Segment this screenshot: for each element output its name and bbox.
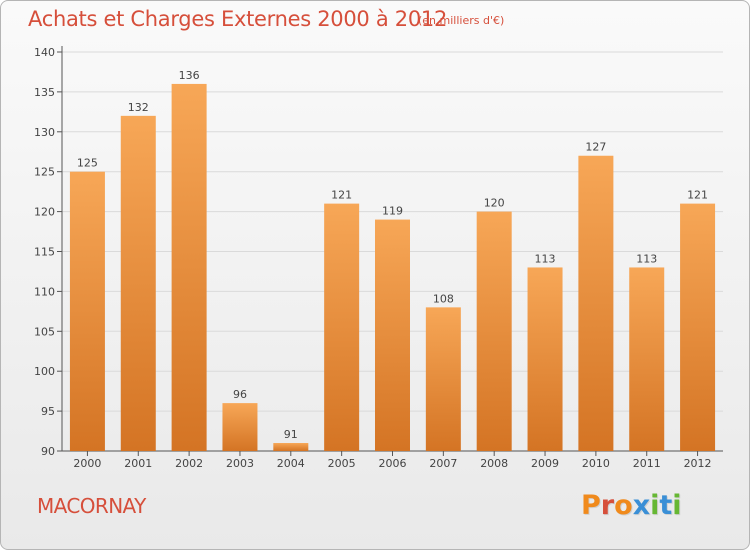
y-tick-label: 140 [34, 46, 55, 59]
y-tick-label: 135 [34, 86, 55, 99]
bar [222, 403, 258, 451]
bar [171, 83, 207, 452]
bar-value-label: 108 [433, 292, 454, 305]
x-tick-label: 2008 [480, 457, 508, 470]
y-tick-label: 120 [34, 206, 55, 219]
x-tick-label: 2011 [633, 457, 661, 470]
logo-letter: i [672, 490, 682, 521]
x-tick-label: 2000 [73, 457, 101, 470]
bar [324, 203, 360, 451]
logo-letter: i [650, 490, 660, 521]
bar-value-label: 121 [331, 189, 352, 202]
bar-value-label: 127 [585, 141, 606, 154]
bar-value-label: 113 [535, 252, 556, 265]
labels: 90 95 100 105 110 115 120 125 130 135 140 125 2000 13… [34, 46, 712, 470]
bar [578, 155, 614, 452]
x-tick-label: 2005 [328, 457, 356, 470]
logo-letter: o [614, 490, 633, 521]
y-tick-label: 95 [41, 405, 55, 418]
x-tick-label: 2002 [175, 457, 203, 470]
chart-subtitle: (en milliers d'€) [418, 14, 505, 27]
logo-letter: t [659, 490, 673, 521]
bar [680, 203, 716, 451]
bar-value-label: 132 [128, 101, 149, 114]
x-tick-label: 2001 [124, 457, 152, 470]
commune-name: MACORNAY [37, 494, 146, 518]
bar [273, 443, 309, 451]
bar-value-label: 113 [636, 252, 657, 265]
bar [120, 115, 156, 451]
bar [425, 307, 461, 451]
y-tick-label: 130 [34, 126, 55, 139]
y-tick-label: 110 [34, 285, 55, 298]
logo-letter: P [581, 490, 601, 521]
x-tick-label: 2009 [531, 457, 559, 470]
x-tick-label: 2012 [684, 457, 712, 470]
bar [476, 211, 512, 451]
bar-value-label: 136 [179, 69, 200, 82]
logo-letter: r [600, 490, 615, 521]
bar-value-label: 96 [233, 388, 247, 401]
bars [69, 83, 716, 452]
y-tick-label: 100 [34, 365, 55, 378]
bar-value-label: 121 [687, 189, 708, 202]
x-tick-label: 2004 [277, 457, 305, 470]
bar-value-label: 125 [77, 157, 98, 170]
y-tick-label: 105 [34, 325, 55, 338]
bar [527, 267, 563, 451]
bar [375, 219, 410, 451]
x-tick-label: 2006 [379, 457, 407, 470]
bar-value-label: 119 [382, 205, 403, 218]
bar-value-label: 120 [484, 197, 505, 210]
logo-letter: x [632, 490, 651, 521]
bar-value-label: 91 [284, 428, 298, 441]
chart-title: Achats et Charges Externes 2000 à 2012 [28, 7, 448, 31]
x-tick-label: 2010 [582, 457, 610, 470]
x-tick-label: 2003 [226, 457, 254, 470]
y-tick-label: 125 [34, 166, 55, 179]
proxiti-logo: Proxiti [581, 490, 682, 521]
bar [629, 267, 665, 451]
y-tick-label: 115 [34, 246, 55, 259]
bar [69, 171, 105, 451]
y-tick-label: 90 [41, 445, 55, 458]
x-tick-label: 2007 [429, 457, 457, 470]
